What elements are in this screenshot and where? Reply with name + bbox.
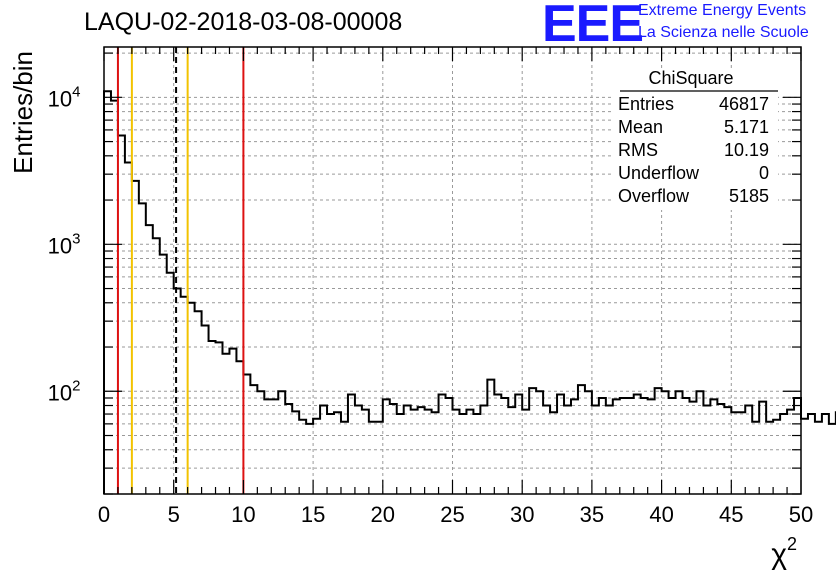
stats-row-label: Entries [618,94,674,114]
x-tick-label: 0 [98,502,110,527]
x-tick-label: 40 [649,502,673,527]
eee-logo: EEE [542,0,644,53]
x-tick-label: 35 [580,502,604,527]
y-tick-label: 102 [48,377,81,405]
histogram-line [103,90,836,494]
histogram-step [103,90,836,494]
x-axis-label: χ2 [771,534,797,571]
y-axis-label: Entries/bin [8,51,38,174]
x-tick-label: 5 [168,502,180,527]
y-tick-label: 103 [48,230,81,258]
x-tick-label: 45 [719,502,743,527]
axis-ticks [103,47,802,495]
stats-row-value: 46817 [719,94,769,114]
y-tick-label: 104 [48,83,81,111]
stats-box-bg [612,70,778,210]
axis-labels: 0 5 10 15 20 25 30 35 40 45 50 102 103 104 Entries/bin… [8,51,813,571]
stats-box: ChiSquare Entries 46817 Mean 5.171 RMS 10.19 Un… [612,68,778,210]
page-title: LAQU-02-2018-03-08-00008 [84,8,403,36]
x-tick-label: 15 [301,502,325,527]
logo-subtitle-1: Extreme Energy Events [638,2,807,19]
stats-row-label: Mean [618,117,663,137]
x-tick-label: 10 [231,502,255,527]
stats-title: ChiSquare [648,68,733,88]
stats-row-label: Underflow [618,163,700,183]
stats-row-label: Overflow [618,186,690,206]
stats-row-value: 5185 [729,186,769,206]
x-tick-label: 25 [440,502,464,527]
marker-lines [116,47,245,494]
stats-row-value: 10.19 [724,140,769,160]
x-tick-label: 20 [371,502,395,527]
stats-row-value: 0 [759,163,769,183]
x-tick-label: 50 [789,502,813,527]
logo-subtitle-2: La Scienza nelle Scuole [638,24,809,41]
stats-row-label: RMS [618,140,658,160]
x-tick-label: 30 [510,502,534,527]
stats-row-value: 5.171 [724,117,769,137]
